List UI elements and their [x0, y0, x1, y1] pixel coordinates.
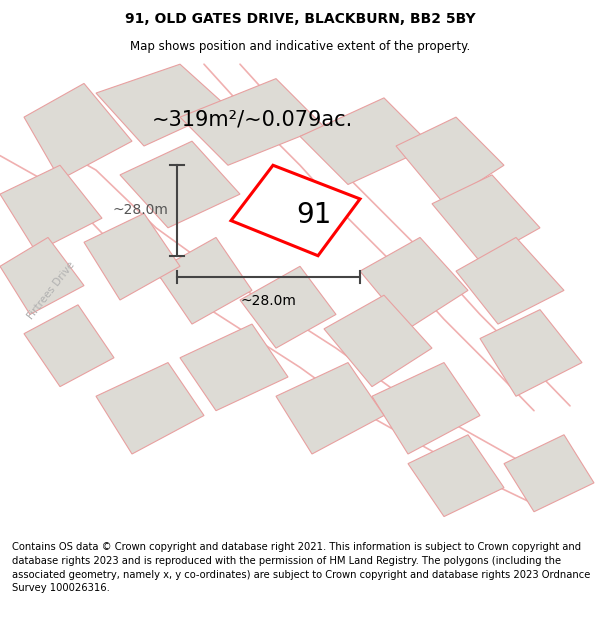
Polygon shape [96, 64, 228, 146]
Text: ~28.0m: ~28.0m [241, 294, 296, 308]
Polygon shape [456, 238, 564, 324]
Polygon shape [231, 165, 360, 256]
Text: Contains OS data © Crown copyright and database right 2021. This information is : Contains OS data © Crown copyright and d… [12, 542, 590, 593]
Polygon shape [0, 165, 102, 252]
Text: Firtrees Drive: Firtrees Drive [25, 259, 77, 321]
Polygon shape [180, 79, 324, 165]
Polygon shape [240, 266, 336, 348]
Text: 91, OLD GATES DRIVE, BLACKBURN, BB2 5BY: 91, OLD GATES DRIVE, BLACKBURN, BB2 5BY [125, 12, 475, 26]
Polygon shape [120, 141, 240, 228]
Text: ~28.0m: ~28.0m [112, 204, 168, 217]
Polygon shape [180, 324, 288, 411]
Polygon shape [432, 175, 540, 261]
Text: 91: 91 [296, 201, 331, 229]
Polygon shape [84, 213, 180, 300]
Polygon shape [360, 238, 468, 329]
Text: ~319m²/~0.079ac.: ~319m²/~0.079ac. [151, 109, 353, 129]
Polygon shape [156, 238, 252, 324]
Polygon shape [276, 362, 384, 454]
Polygon shape [96, 362, 204, 454]
Polygon shape [408, 435, 504, 516]
Polygon shape [372, 362, 480, 454]
Polygon shape [396, 117, 504, 204]
Polygon shape [324, 295, 432, 387]
Polygon shape [0, 238, 84, 314]
Text: Map shows position and indicative extent of the property.: Map shows position and indicative extent… [130, 40, 470, 52]
Polygon shape [300, 98, 432, 184]
Polygon shape [24, 83, 132, 180]
Polygon shape [24, 305, 114, 387]
Polygon shape [504, 435, 594, 512]
Polygon shape [480, 309, 582, 396]
